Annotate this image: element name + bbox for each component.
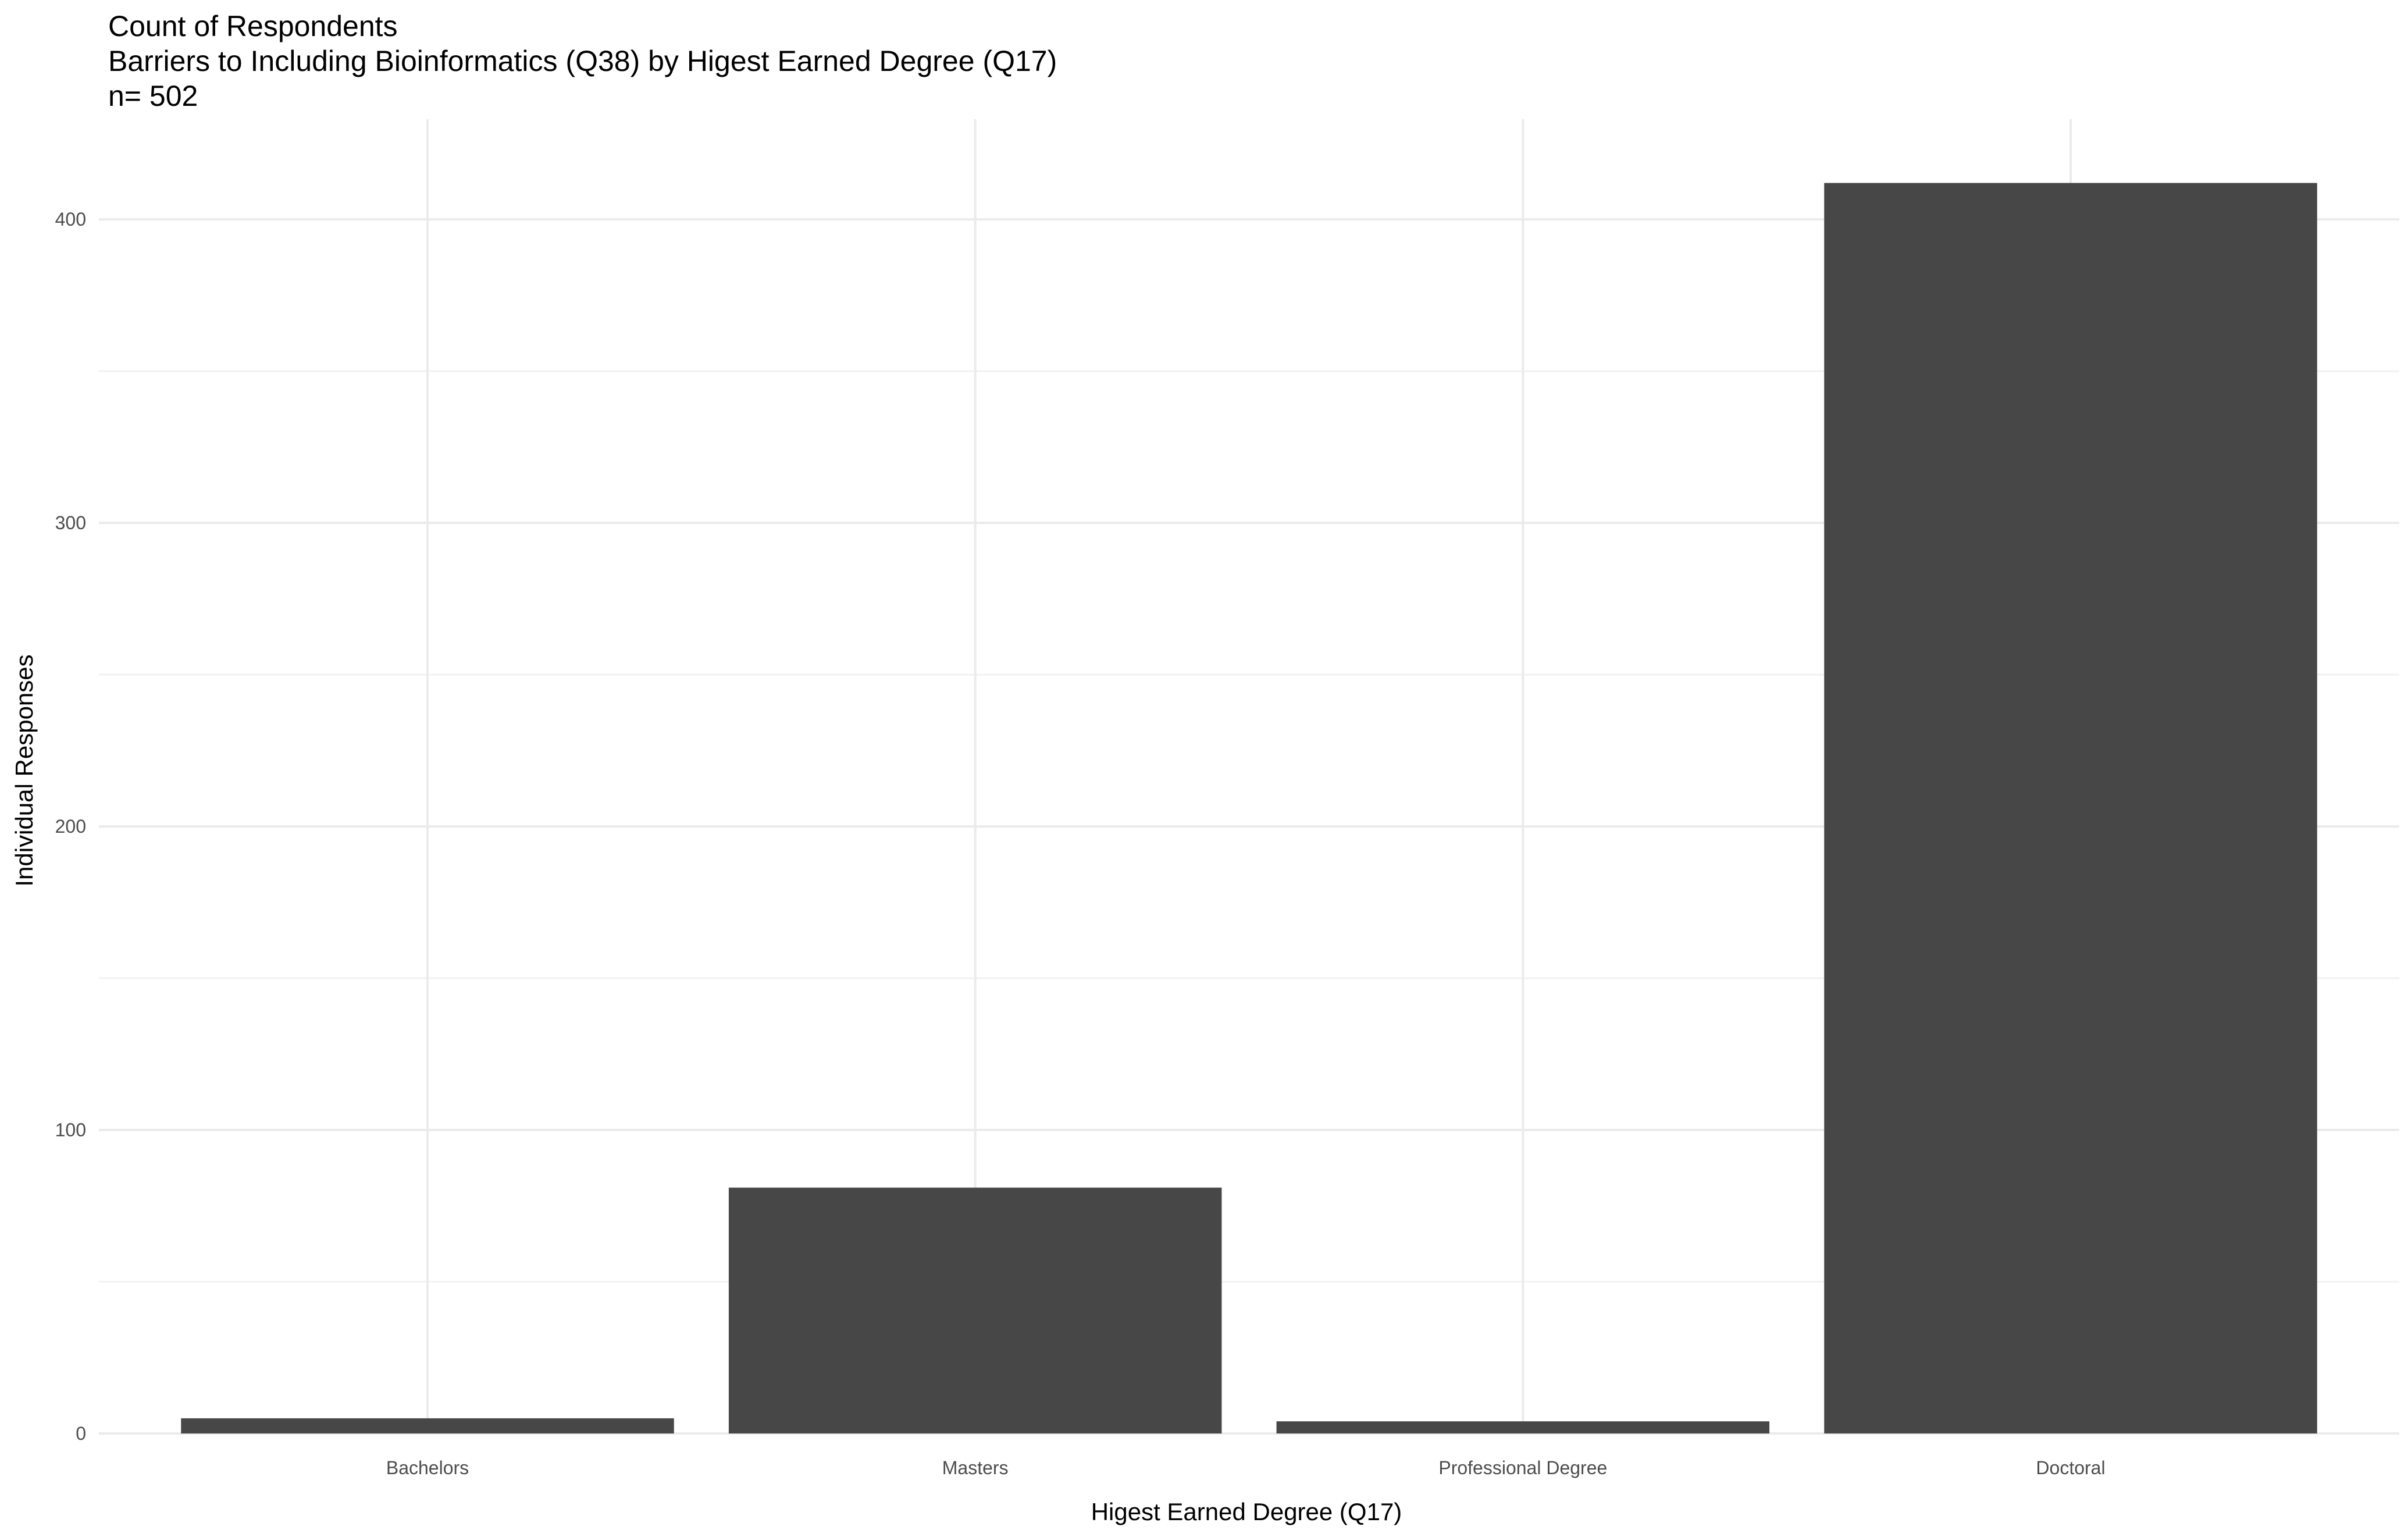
x-axis-title: Higest Earned Degree (Q17) (1091, 1498, 1402, 1525)
y-axis-title: Individual Responses (10, 654, 38, 886)
title-line-1: Count of Respondents (108, 10, 398, 42)
y-tick-label: 0 (76, 1423, 86, 1444)
y-axis-ticks: 0 100 200 300 400 (55, 209, 86, 1444)
x-tick-label: Professional Degree (1438, 1457, 1607, 1478)
x-tick-label: Masters (942, 1457, 1009, 1478)
x-axis-ticks: Bachelors Masters Professional Degree Docto… (386, 1457, 2106, 1478)
bar-masters (728, 1187, 1222, 1433)
y-tick-label: 400 (55, 209, 86, 230)
y-tick-label: 300 (55, 512, 86, 533)
bar-professional-degree (1276, 1421, 1770, 1433)
bars (181, 183, 2317, 1433)
chart-title: Count of Respondents Barriers to Includi… (108, 10, 1057, 112)
title-line-2: Barriers to Including Bioinformatics (Q3… (108, 45, 1057, 77)
bar-doctoral (1824, 183, 2317, 1433)
x-tick-label: Bachelors (386, 1457, 469, 1478)
bar-bachelors (181, 1418, 674, 1433)
y-tick-label: 200 (55, 816, 86, 837)
x-tick-label: Doctoral (2036, 1457, 2105, 1478)
y-tick-label: 100 (55, 1119, 86, 1140)
title-line-3: n= 502 (108, 80, 198, 112)
